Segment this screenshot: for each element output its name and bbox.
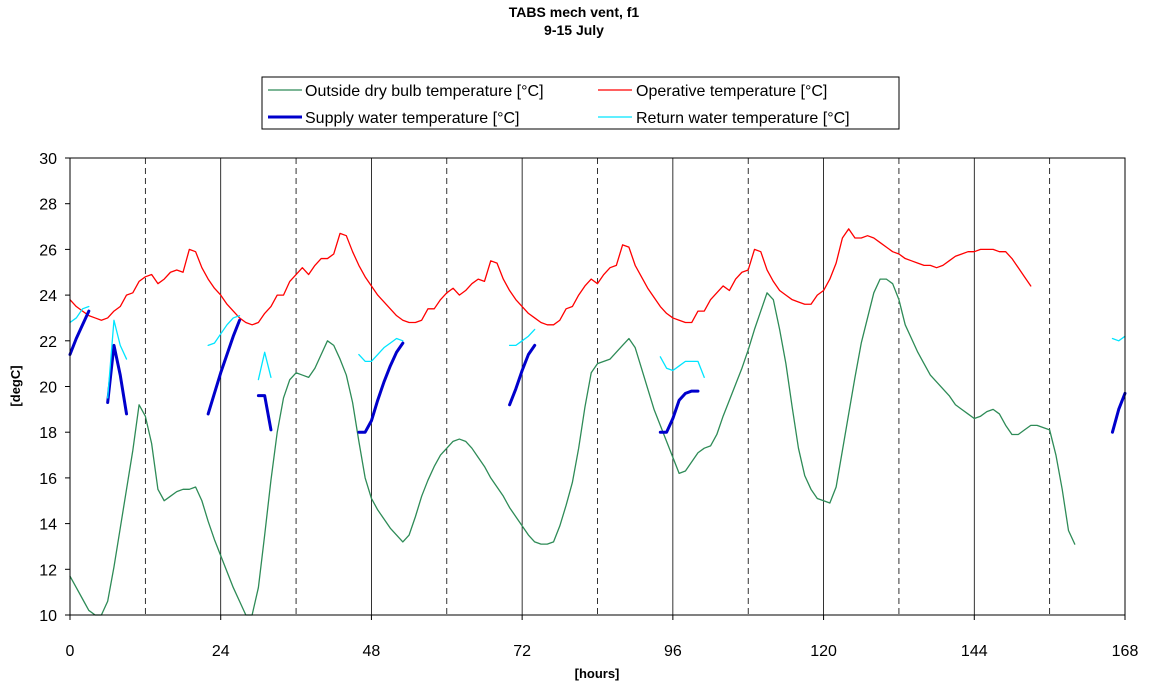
- series-3-line-segment-2: [207, 315, 241, 347]
- y-tick-label: 10: [39, 608, 57, 625]
- series-2-line-segment-1: [106, 343, 129, 416]
- series-3-line-segment-6: [659, 356, 705, 379]
- series-2-line-segment-7: [1110, 391, 1127, 434]
- y-tick-label: 14: [39, 517, 57, 534]
- x-tick-label: 144: [961, 643, 988, 660]
- series-3-line-segment-5: [508, 328, 536, 347]
- series-3-line-segment-7: [1111, 335, 1126, 342]
- series-2-line-segment-4: [357, 341, 405, 434]
- chart-subtitle: 9-15 July: [544, 22, 604, 38]
- plot-area-border: [69, 157, 1126, 616]
- series-2-line-segment-5: [508, 343, 537, 407]
- x-tick-label: 48: [363, 643, 381, 660]
- series-3-line-segment-3: [257, 351, 272, 381]
- y-tick-label: 22: [39, 334, 57, 351]
- x-tick-label: 120: [810, 643, 837, 660]
- chart-title: TABS mech vent, f1: [509, 4, 640, 20]
- grid-lines: [144, 158, 1051, 615]
- x-tick-label: 96: [664, 643, 682, 660]
- y-tick-label: 26: [39, 242, 57, 259]
- x-tick-label: 168: [1112, 643, 1139, 660]
- y-tick-label: 16: [39, 471, 57, 488]
- legend-label-3: Return water temperature [°C]: [636, 110, 850, 127]
- x-tick-label: 0: [66, 643, 75, 660]
- y-tick-label: 24: [39, 288, 57, 305]
- y-tick-label: 30: [39, 151, 57, 168]
- axes: 10 12 14 16 18 20 22 24 26 28 30 0 24 48 72 96 120 144 168: [39, 151, 1138, 660]
- series-2-line-segment-6: [658, 389, 700, 434]
- y-axis-label: [degC]: [8, 365, 23, 406]
- x-tick-label: 24: [212, 643, 230, 660]
- x-tick-label: 72: [513, 643, 531, 660]
- series-3-line-segment-4: [358, 337, 404, 363]
- legend-box: [261, 76, 900, 130]
- series-2-line-segment-3: [256, 394, 273, 432]
- y-tick-label: 12: [39, 562, 57, 579]
- legend: Outside dry bulb temperature [°C] Operat…: [261, 76, 900, 130]
- plot-series: [68, 228, 1127, 616]
- series-3-line-segment-1: [107, 319, 128, 399]
- y-tick-label: 28: [39, 197, 57, 214]
- series-2-line-segment-2: [206, 318, 242, 416]
- series-3-line-segment-0: [69, 305, 90, 324]
- series-0-line: [69, 278, 1076, 616]
- legend-label-1: Operative temperature [°C]: [636, 83, 827, 100]
- x-axis-label: [hours]: [575, 666, 620, 681]
- y-tick-label: 20: [39, 380, 57, 397]
- legend-label-2: Supply water temperature [°C]: [305, 110, 520, 127]
- series-1-line: [69, 228, 1032, 326]
- legend-label-0: Outside dry bulb temperature [°C]: [305, 83, 544, 100]
- series-2-line-segment-0: [68, 309, 91, 357]
- y-tick-label: 18: [39, 425, 57, 442]
